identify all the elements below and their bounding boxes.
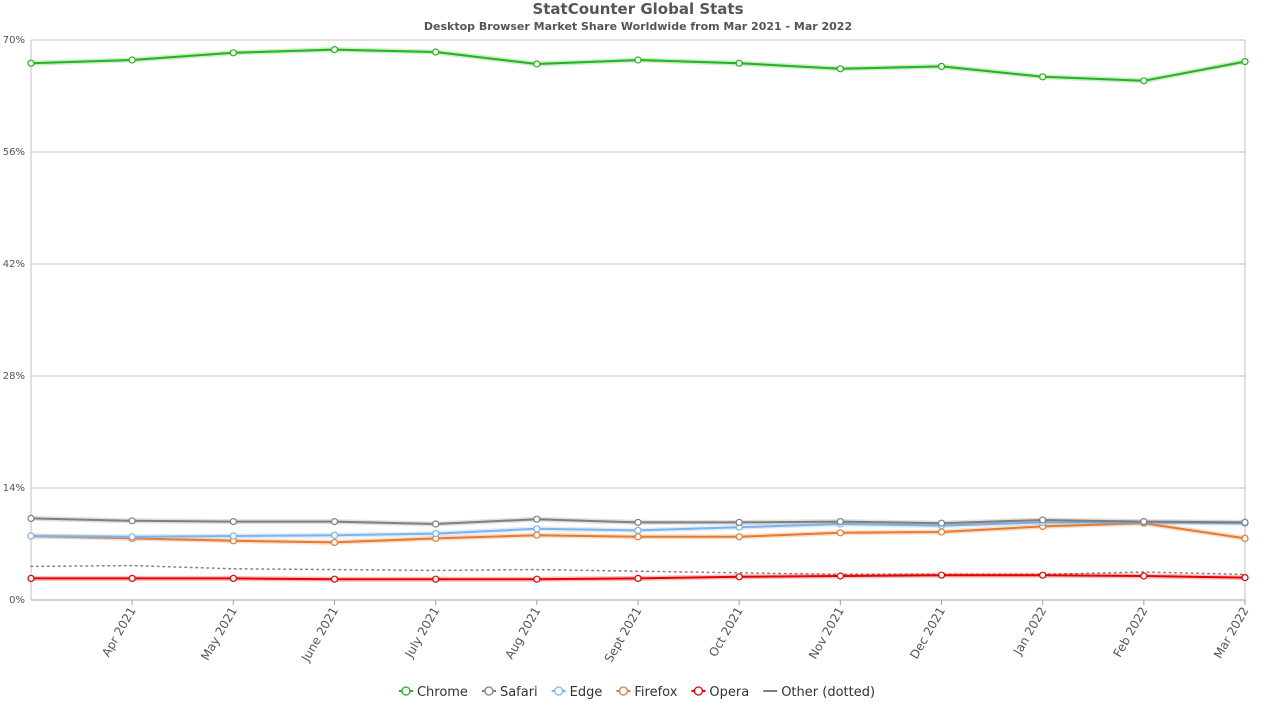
data-point-chrome[interactable] [1241, 57, 1249, 66]
data-point-opera[interactable] [1039, 571, 1047, 579]
data-point-firefox[interactable] [533, 531, 541, 539]
x-tick-label: Jan 2022 [1010, 605, 1049, 659]
data-point-firefox[interactable] [1241, 534, 1249, 543]
x-tick-label: Mar 2022 [1211, 605, 1252, 661]
data-point-chrome[interactable] [1140, 77, 1148, 85]
gridlines [30, 39, 1246, 601]
legend-item-edge[interactable]: Edge [551, 685, 603, 700]
x-tick-label: Oct 2021 [706, 605, 746, 660]
data-point-chrome[interactable] [533, 60, 541, 68]
data-point-safari[interactable] [836, 517, 844, 526]
data-point-chrome[interactable] [836, 65, 844, 73]
data-point-edge[interactable] [229, 532, 237, 540]
y-tick-label: 56% [3, 147, 25, 158]
data-point-opera[interactable] [836, 572, 844, 580]
data-point-safari[interactable] [432, 520, 440, 528]
legend-item-other-dotted[interactable]: Other (dotted) [763, 685, 875, 700]
y-tick-label: 14% [3, 483, 25, 494]
data-point-safari[interactable] [533, 515, 541, 523]
data-point-safari[interactable] [735, 518, 743, 527]
data-point-opera[interactable] [27, 574, 35, 583]
data-point-safari[interactable] [1140, 517, 1148, 526]
legend-marker-edge [554, 686, 564, 696]
legend-label-opera: Opera [709, 685, 749, 700]
data-point-firefox[interactable] [937, 528, 946, 536]
data-point-opera[interactable] [330, 575, 339, 583]
data-point-firefox[interactable] [735, 533, 743, 541]
y-axis: 0% 14% 28% 42% 56% 70% [3, 35, 25, 606]
x-tick-label: May 2021 [198, 605, 240, 663]
data-point-opera[interactable] [229, 574, 237, 583]
data-point-chrome[interactable] [229, 49, 237, 57]
x-tick-label: Feb 2022 [1111, 605, 1151, 660]
x-tick-label: July 2021 [402, 605, 443, 661]
chart-title: StatCounter Global Stats [532, 0, 743, 18]
data-point-opera[interactable] [937, 571, 946, 579]
x-axis: Apr 2021 May 2021 June 2021 July 2021 Aug 20… [99, 600, 1252, 665]
y-tick-label: 70% [3, 35, 25, 46]
data-point-safari[interactable] [128, 517, 136, 525]
legend-marker-chrome [401, 686, 411, 696]
series-opera [27, 571, 1249, 583]
data-point-opera[interactable] [1241, 573, 1249, 582]
series-layer [27, 45, 1249, 583]
data-point-firefox[interactable] [634, 533, 642, 541]
series-chrome [27, 45, 1249, 85]
data-point-opera[interactable] [432, 575, 440, 583]
data-point-chrome[interactable] [330, 45, 339, 54]
series-safari [27, 514, 1249, 528]
x-tick-label: June 2021 [298, 605, 341, 665]
x-tick-label: Apr 2021 [99, 605, 139, 660]
legend-item-opera[interactable]: Opera [691, 685, 749, 700]
x-tick-label: Dec 2021 [907, 605, 948, 662]
data-point-edge[interactable] [432, 529, 440, 538]
data-point-edge[interactable] [27, 532, 35, 540]
data-point-opera[interactable] [735, 573, 743, 581]
data-point-firefox[interactable] [836, 529, 844, 537]
data-point-edge[interactable] [330, 531, 339, 539]
data-point-chrome[interactable] [27, 59, 35, 67]
legend-marker-safari [484, 686, 494, 696]
y-tick-label: 0% [9, 595, 25, 606]
data-point-chrome[interactable] [937, 62, 946, 71]
legend-label-safari: Safari [500, 685, 538, 700]
data-point-edge[interactable] [533, 525, 541, 533]
legend-item-firefox[interactable]: Firefox [616, 685, 678, 700]
x-tick-label: Aug 2021 [502, 605, 543, 662]
legend-item-safari[interactable]: Safari [481, 685, 538, 700]
data-point-chrome[interactable] [735, 59, 743, 67]
data-point-safari[interactable] [1039, 516, 1047, 524]
data-point-chrome[interactable] [634, 56, 642, 64]
legend-marker-opera [693, 686, 704, 696]
legend-label-firefox: Firefox [634, 685, 677, 700]
data-point-opera[interactable] [634, 574, 642, 583]
x-tick-label: Sept 2021 [602, 605, 645, 665]
data-point-safari[interactable] [937, 519, 946, 527]
data-point-chrome[interactable] [432, 48, 440, 56]
data-point-opera[interactable] [1140, 572, 1148, 580]
y-tick-label: 42% [3, 259, 25, 270]
legend-item-chrome[interactable]: Chrome [398, 685, 468, 700]
legend-marker-firefox [618, 686, 629, 696]
data-point-opera[interactable] [128, 574, 136, 583]
data-point-firefox[interactable] [330, 538, 339, 547]
data-point-edge[interactable] [634, 526, 642, 535]
data-point-chrome[interactable] [128, 56, 136, 64]
legend-label-other-dotted: Other (dotted) [781, 685, 875, 700]
y-tick-label: 28% [3, 371, 25, 382]
legend-label-chrome: Chrome [417, 685, 468, 700]
data-point-safari[interactable] [27, 514, 35, 523]
data-point-safari[interactable] [330, 517, 339, 526]
chart-subtitle: Desktop Browser Market Share Worldwide f… [424, 20, 852, 33]
x-tick-label: Nov 2021 [806, 605, 847, 662]
data-point-chrome[interactable] [1039, 73, 1047, 81]
legend: Chrome Safari Edge Firefox Opera Other (dotte… [398, 685, 875, 700]
data-point-safari[interactable] [229, 517, 237, 526]
data-point-safari[interactable] [634, 518, 642, 527]
data-point-opera[interactable] [533, 575, 541, 583]
data-point-safari[interactable] [1241, 518, 1249, 527]
legend-label-edge: Edge [570, 685, 603, 700]
data-point-edge[interactable] [128, 533, 136, 541]
